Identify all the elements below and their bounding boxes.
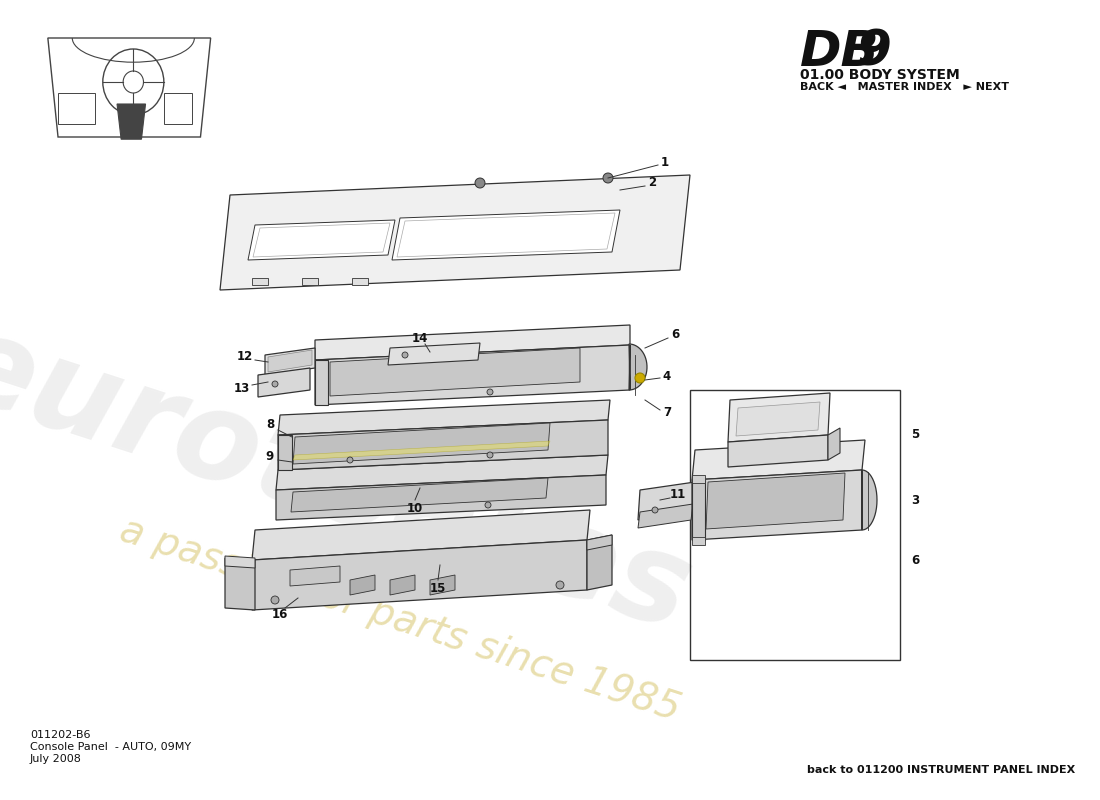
Polygon shape	[293, 423, 550, 464]
Polygon shape	[587, 535, 612, 590]
Text: 6: 6	[671, 329, 679, 342]
Polygon shape	[253, 223, 390, 257]
Text: 01.00 BODY SYSTEM: 01.00 BODY SYSTEM	[800, 68, 959, 82]
Text: 14: 14	[411, 331, 428, 345]
Polygon shape	[268, 350, 312, 372]
Polygon shape	[390, 575, 415, 595]
Polygon shape	[290, 566, 340, 586]
Polygon shape	[692, 475, 705, 483]
Polygon shape	[278, 400, 610, 435]
Polygon shape	[350, 575, 375, 595]
Polygon shape	[430, 575, 455, 595]
Circle shape	[346, 457, 353, 463]
Bar	[690, 390, 900, 660]
Polygon shape	[587, 535, 612, 550]
Circle shape	[272, 381, 278, 387]
Text: 5: 5	[911, 429, 920, 442]
Polygon shape	[388, 343, 480, 365]
Circle shape	[485, 502, 491, 508]
Polygon shape	[278, 420, 608, 470]
Polygon shape	[248, 220, 395, 260]
Text: 9: 9	[266, 450, 274, 463]
Text: 11: 11	[670, 489, 686, 502]
Polygon shape	[392, 210, 620, 260]
Polygon shape	[638, 504, 693, 528]
Text: 16: 16	[272, 609, 288, 622]
Polygon shape	[736, 402, 820, 436]
Polygon shape	[706, 473, 845, 529]
Bar	[58, 93, 95, 124]
Circle shape	[635, 373, 645, 383]
Polygon shape	[692, 480, 705, 540]
Text: 4: 4	[663, 370, 671, 382]
Circle shape	[487, 389, 493, 395]
Text: 3: 3	[911, 494, 920, 506]
Polygon shape	[220, 175, 690, 290]
Polygon shape	[226, 556, 255, 568]
Text: 12: 12	[236, 350, 253, 363]
Polygon shape	[265, 348, 315, 375]
Text: 10: 10	[407, 502, 424, 514]
Polygon shape	[278, 435, 292, 470]
Polygon shape	[293, 441, 550, 460]
Circle shape	[271, 596, 279, 604]
Polygon shape	[252, 278, 268, 285]
Text: 15: 15	[430, 582, 447, 594]
Polygon shape	[728, 393, 830, 442]
Text: 9: 9	[857, 28, 892, 76]
Polygon shape	[302, 278, 318, 285]
Text: DB: DB	[800, 28, 880, 76]
Circle shape	[556, 581, 564, 589]
Polygon shape	[728, 435, 828, 467]
Polygon shape	[692, 440, 865, 480]
Circle shape	[475, 178, 485, 188]
Polygon shape	[292, 478, 548, 512]
Text: back to 011200 INSTRUMENT PANEL INDEX: back to 011200 INSTRUMENT PANEL INDEX	[806, 765, 1075, 775]
Text: Console Panel  - AUTO, 09MY: Console Panel - AUTO, 09MY	[30, 742, 191, 752]
Text: 011202-B6: 011202-B6	[30, 730, 90, 740]
Polygon shape	[252, 540, 587, 610]
Polygon shape	[629, 344, 647, 390]
Polygon shape	[862, 470, 877, 530]
Polygon shape	[692, 537, 705, 545]
Polygon shape	[226, 558, 255, 610]
Circle shape	[487, 452, 493, 458]
Text: 13: 13	[234, 382, 250, 394]
Text: 6: 6	[911, 554, 920, 566]
Polygon shape	[315, 360, 328, 405]
Polygon shape	[315, 325, 630, 360]
Polygon shape	[276, 475, 606, 520]
Text: 1: 1	[661, 155, 669, 169]
Polygon shape	[252, 510, 590, 560]
Polygon shape	[828, 428, 840, 460]
Bar	[164, 93, 192, 124]
Text: a passion for parts since 1985: a passion for parts since 1985	[114, 511, 685, 729]
Text: 2: 2	[648, 177, 656, 190]
Text: eurotoares: eurotoares	[0, 303, 706, 657]
Polygon shape	[638, 482, 695, 520]
Text: July 2008: July 2008	[30, 754, 81, 764]
Text: BACK ◄   MASTER INDEX   ► NEXT: BACK ◄ MASTER INDEX ► NEXT	[800, 82, 1009, 92]
Polygon shape	[258, 368, 310, 397]
Circle shape	[603, 173, 613, 183]
Polygon shape	[692, 470, 862, 540]
Polygon shape	[117, 104, 145, 139]
Text: 7: 7	[663, 406, 671, 419]
Polygon shape	[330, 348, 580, 396]
Circle shape	[652, 507, 658, 513]
Polygon shape	[315, 345, 630, 405]
Polygon shape	[352, 278, 368, 285]
Circle shape	[402, 352, 408, 358]
Text: 8: 8	[266, 418, 274, 431]
Polygon shape	[397, 213, 615, 257]
Polygon shape	[276, 455, 608, 490]
